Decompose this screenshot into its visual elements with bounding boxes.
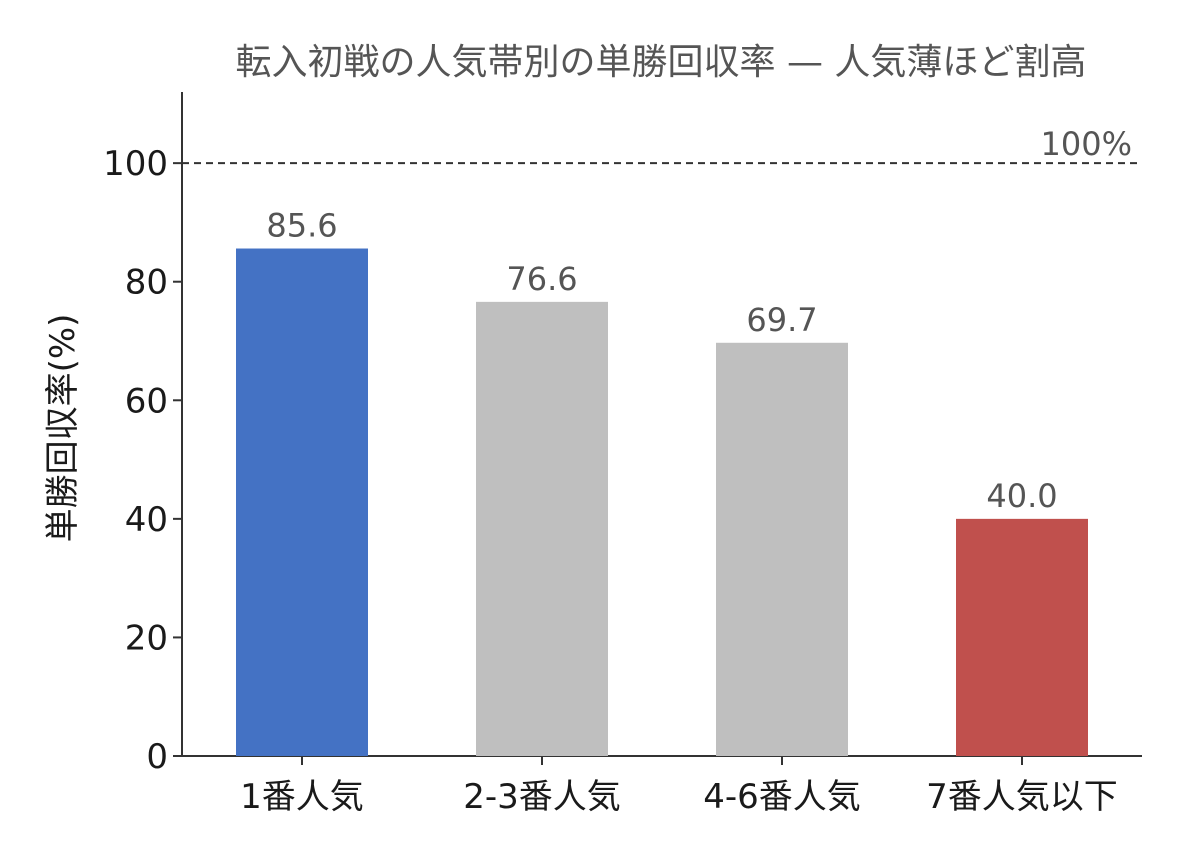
y-tick-label: 80 [125,263,168,303]
bar-value-label: 40.0 [986,477,1057,515]
x-tick-label: 2-3番人気 [463,777,621,817]
x-tick-label: 1番人気 [240,777,364,817]
y-tick-label: 100 [103,144,168,184]
chart-title: 転入初戦の人気帯別の単勝回収率 — 人気薄ほど割高 [236,42,1087,83]
y-tick-label: 40 [125,500,168,540]
bar [716,342,848,756]
bar-value-label: 85.6 [266,207,337,245]
bar [476,301,608,756]
y-tick-label: 20 [125,618,168,658]
bar-value-label: 76.6 [506,260,577,298]
y-tick-label: 60 [125,381,168,421]
bar [236,248,368,756]
bar [956,518,1088,756]
y-tick-label: 0 [146,737,168,777]
y-axis-label: 単勝回収率(%) [43,314,83,543]
reference-line-label: 100% [1041,125,1132,163]
plot-area: 0 20 40 60 80 100 100% 85.6 1番人気 76.6 2-3番人気 69.7 4-… [103,92,1142,817]
bar-value-label: 69.7 [746,301,817,339]
x-tick-label: 4-6番人気 [703,777,861,817]
x-tick-label: 7番人気以下 [926,777,1118,817]
